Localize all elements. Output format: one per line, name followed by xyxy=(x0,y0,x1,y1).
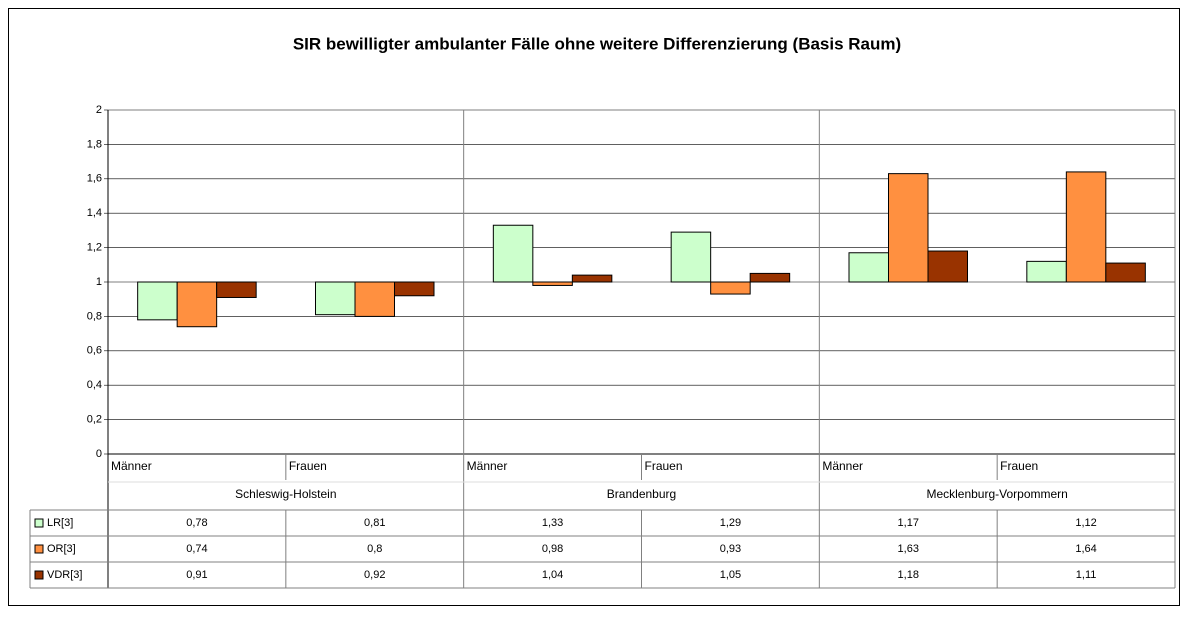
y-tick-label: 1,6 xyxy=(87,173,102,185)
bar xyxy=(1105,262,1146,283)
bar xyxy=(532,281,573,286)
legend-swatch xyxy=(34,570,44,580)
bar xyxy=(315,281,356,316)
x-tick-label: Frauen xyxy=(289,459,327,473)
table-value: 0,81 xyxy=(364,517,385,529)
table-value: 1,17 xyxy=(898,517,919,529)
y-tick-label: 2 xyxy=(96,104,102,116)
table-value: 1,64 xyxy=(1075,543,1096,555)
group-label: Mecklenburg-Vorpommern xyxy=(926,487,1067,501)
table-value: 0,78 xyxy=(186,517,207,529)
y-tick-label: 1,8 xyxy=(87,138,102,150)
bar xyxy=(927,250,968,283)
table-value: 1,18 xyxy=(898,569,919,581)
y-tick-label: 0,6 xyxy=(87,345,102,357)
legend-label: VDR[3] xyxy=(47,569,82,581)
table-value: 1,63 xyxy=(898,543,919,555)
table-value: 0,98 xyxy=(542,543,563,555)
table-value: 1,29 xyxy=(720,517,741,529)
table-value: 1,12 xyxy=(1075,517,1096,529)
table-value: 0,92 xyxy=(364,569,385,581)
table-value: 0,91 xyxy=(186,569,207,581)
table-value: 1,33 xyxy=(542,517,563,529)
table-value: 0,93 xyxy=(720,543,741,555)
x-tick-label: Frauen xyxy=(645,459,683,473)
group-label: Brandenburg xyxy=(607,487,676,501)
y-tick-label: 1 xyxy=(96,276,102,288)
x-tick-label: Frauen xyxy=(1000,459,1038,473)
y-tick-label: 0,4 xyxy=(87,379,102,391)
y-tick-label: 0 xyxy=(96,448,102,460)
bar xyxy=(176,281,218,328)
bar xyxy=(848,252,889,283)
bar xyxy=(354,281,395,317)
table-value: 0,74 xyxy=(186,543,207,555)
legend-label: OR[3] xyxy=(47,543,76,555)
bar xyxy=(710,281,751,295)
y-tick-label: 1,4 xyxy=(87,207,102,219)
x-tick-label: Männer xyxy=(111,459,152,473)
bar xyxy=(749,272,791,283)
table-value: 1,11 xyxy=(1076,569,1097,581)
legend-swatch xyxy=(34,544,44,554)
bar xyxy=(1026,260,1067,283)
bar xyxy=(137,281,178,321)
bar xyxy=(216,281,257,298)
y-tick-label: 1,2 xyxy=(87,242,102,254)
bar xyxy=(571,274,613,283)
group-label: Schleswig-Holstein xyxy=(235,487,336,501)
bar xyxy=(670,231,712,283)
bar xyxy=(394,281,435,297)
bar xyxy=(888,173,929,283)
table-value: 1,04 xyxy=(542,569,563,581)
x-tick-label: Männer xyxy=(467,459,508,473)
legend-swatch xyxy=(34,518,44,528)
y-tick-label: 0,8 xyxy=(87,310,102,322)
table-value: 0,8 xyxy=(367,543,382,555)
x-tick-label: Männer xyxy=(822,459,863,473)
chart-title: SIR bewilligter ambulanter Fälle ohne we… xyxy=(293,34,901,53)
legend-label: LR[3] xyxy=(47,517,73,529)
bar xyxy=(1065,171,1107,283)
table-value: 1,05 xyxy=(720,569,741,581)
bar xyxy=(492,224,534,283)
y-tick-label: 0,2 xyxy=(87,414,102,426)
